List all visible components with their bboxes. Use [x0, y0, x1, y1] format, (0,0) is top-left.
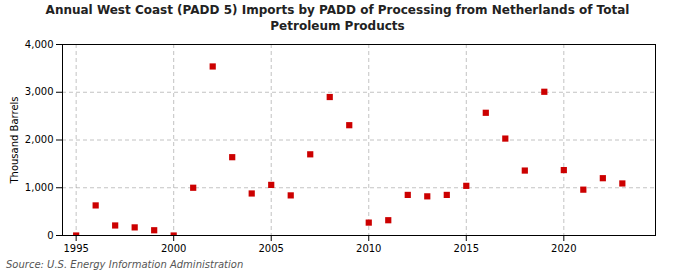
svg-text:2010: 2010 [356, 243, 381, 254]
html-text:Annual West Coast (PADD 5) Imp: Annual West Coast (PADD 5) Imports by PA… [45, 3, 630, 33]
svg-text:2020: 2020 [551, 243, 576, 254]
svg-text:1995: 1995 [63, 243, 88, 254]
html-text:Source: U.S. Energy Informatio: Source: U.S. Energy Information Administ… [6, 259, 244, 271]
svg-text:0: 0 [47, 230, 53, 241]
svg-text:4,000: 4,000 [25, 39, 54, 50]
svg-text:2,000: 2,000 [25, 134, 54, 145]
svg-text:2015: 2015 [454, 243, 479, 254]
svg-text:2000: 2000 [161, 243, 186, 254]
svg-text:Thousand Barrels: Thousand Barrels [9, 97, 20, 185]
svg-text:2005: 2005 [258, 243, 283, 254]
svg-text:3,000: 3,000 [25, 87, 54, 98]
svg-text:1,000: 1,000 [25, 182, 54, 193]
